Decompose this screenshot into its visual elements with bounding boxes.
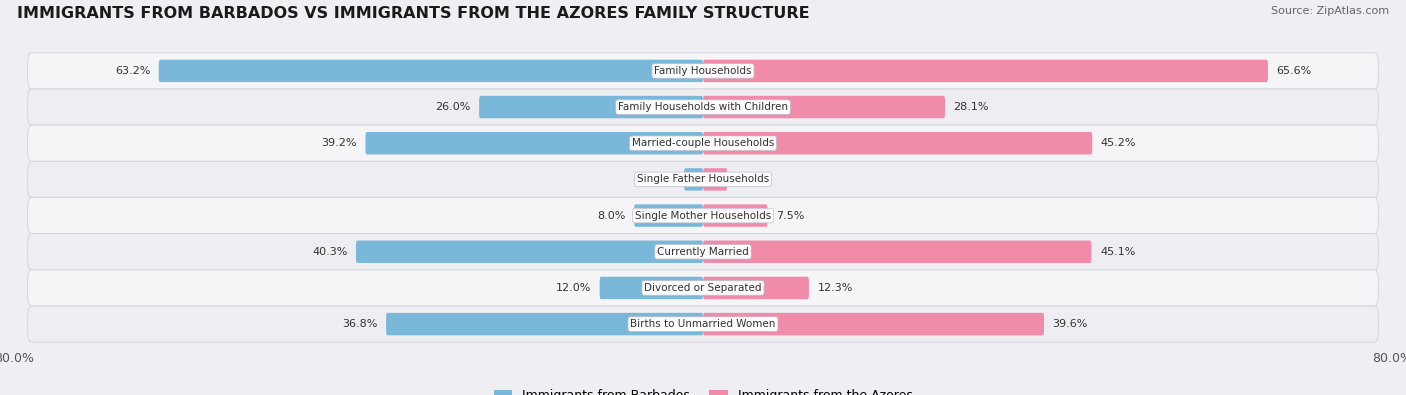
Text: 7.5%: 7.5% — [776, 211, 804, 220]
Text: 8.0%: 8.0% — [598, 211, 626, 220]
Text: 28.1%: 28.1% — [953, 102, 988, 112]
Text: Births to Unmarried Women: Births to Unmarried Women — [630, 319, 776, 329]
Text: 2.2%: 2.2% — [647, 175, 675, 184]
Text: 45.1%: 45.1% — [1099, 247, 1136, 257]
FancyBboxPatch shape — [28, 198, 1378, 234]
FancyBboxPatch shape — [28, 270, 1378, 306]
Text: 40.3%: 40.3% — [312, 247, 347, 257]
FancyBboxPatch shape — [28, 53, 1378, 89]
FancyBboxPatch shape — [28, 89, 1378, 125]
FancyBboxPatch shape — [28, 161, 1378, 198]
Text: 65.6%: 65.6% — [1277, 66, 1312, 76]
Text: Family Households with Children: Family Households with Children — [619, 102, 787, 112]
FancyBboxPatch shape — [703, 96, 945, 118]
Text: Divorced or Separated: Divorced or Separated — [644, 283, 762, 293]
Text: Source: ZipAtlas.com: Source: ZipAtlas.com — [1271, 6, 1389, 16]
Text: Family Households: Family Households — [654, 66, 752, 76]
FancyBboxPatch shape — [356, 241, 703, 263]
FancyBboxPatch shape — [703, 277, 808, 299]
Text: Single Mother Households: Single Mother Households — [636, 211, 770, 220]
FancyBboxPatch shape — [28, 306, 1378, 342]
FancyBboxPatch shape — [28, 234, 1378, 270]
FancyBboxPatch shape — [703, 241, 1091, 263]
FancyBboxPatch shape — [634, 204, 703, 227]
Legend: Immigrants from Barbados, Immigrants from the Azores: Immigrants from Barbados, Immigrants fro… — [488, 384, 918, 395]
FancyBboxPatch shape — [387, 313, 703, 335]
Text: Married-couple Households: Married-couple Households — [631, 138, 775, 148]
Text: 45.2%: 45.2% — [1101, 138, 1136, 148]
FancyBboxPatch shape — [703, 168, 727, 191]
FancyBboxPatch shape — [28, 125, 1378, 161]
FancyBboxPatch shape — [599, 277, 703, 299]
Text: 39.2%: 39.2% — [322, 138, 357, 148]
Text: 12.0%: 12.0% — [555, 283, 591, 293]
FancyBboxPatch shape — [703, 204, 768, 227]
FancyBboxPatch shape — [366, 132, 703, 154]
Text: Single Father Households: Single Father Households — [637, 175, 769, 184]
Text: 36.8%: 36.8% — [342, 319, 377, 329]
FancyBboxPatch shape — [159, 60, 703, 82]
Text: 2.8%: 2.8% — [735, 175, 765, 184]
Text: 39.6%: 39.6% — [1053, 319, 1088, 329]
Text: 26.0%: 26.0% — [434, 102, 471, 112]
FancyBboxPatch shape — [703, 60, 1268, 82]
FancyBboxPatch shape — [703, 313, 1045, 335]
Text: 63.2%: 63.2% — [115, 66, 150, 76]
FancyBboxPatch shape — [479, 96, 703, 118]
Text: Currently Married: Currently Married — [657, 247, 749, 257]
FancyBboxPatch shape — [703, 132, 1092, 154]
Text: 12.3%: 12.3% — [817, 283, 853, 293]
FancyBboxPatch shape — [685, 168, 703, 191]
Text: IMMIGRANTS FROM BARBADOS VS IMMIGRANTS FROM THE AZORES FAMILY STRUCTURE: IMMIGRANTS FROM BARBADOS VS IMMIGRANTS F… — [17, 6, 810, 21]
